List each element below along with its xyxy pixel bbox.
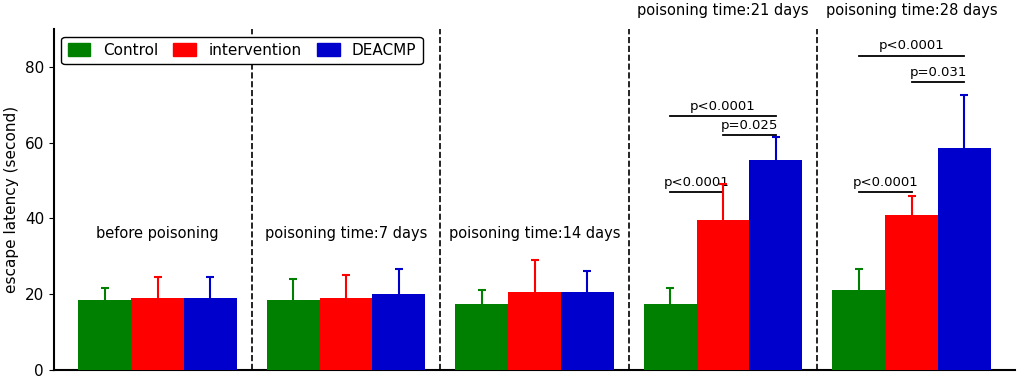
Bar [832,290,884,370]
Text: p<0.0001: p<0.0001 [852,176,917,189]
Text: p<0.0001: p<0.0001 [690,100,755,113]
Text: p<0.0001: p<0.0001 [663,176,729,189]
Bar [131,298,183,370]
Text: p=0.025: p=0.025 [720,119,777,132]
Text: poisoning time:7 days: poisoning time:7 days [265,226,427,241]
Bar [507,292,560,370]
Legend: Control, intervention, DEACMP: Control, intervention, DEACMP [61,37,422,64]
Text: poisoning time:14 days: poisoning time:14 days [448,226,620,241]
Bar [696,220,749,370]
Bar [267,300,319,370]
Bar [372,294,425,370]
Bar [78,300,131,370]
Bar [560,292,613,370]
Bar [884,214,937,370]
Bar [183,298,236,370]
Text: poisoning time:28 days: poisoning time:28 days [825,3,997,18]
Y-axis label: escape latency (second): escape latency (second) [4,106,19,293]
Text: p=0.031: p=0.031 [908,66,966,79]
Bar [454,304,507,370]
Bar [319,298,372,370]
Bar [643,304,696,370]
Bar [937,148,989,370]
Text: poisoning time:21 days: poisoning time:21 days [637,3,808,18]
Text: before poisoning: before poisoning [96,226,219,241]
Text: p<0.0001: p<0.0001 [877,39,944,52]
Bar [749,160,802,370]
